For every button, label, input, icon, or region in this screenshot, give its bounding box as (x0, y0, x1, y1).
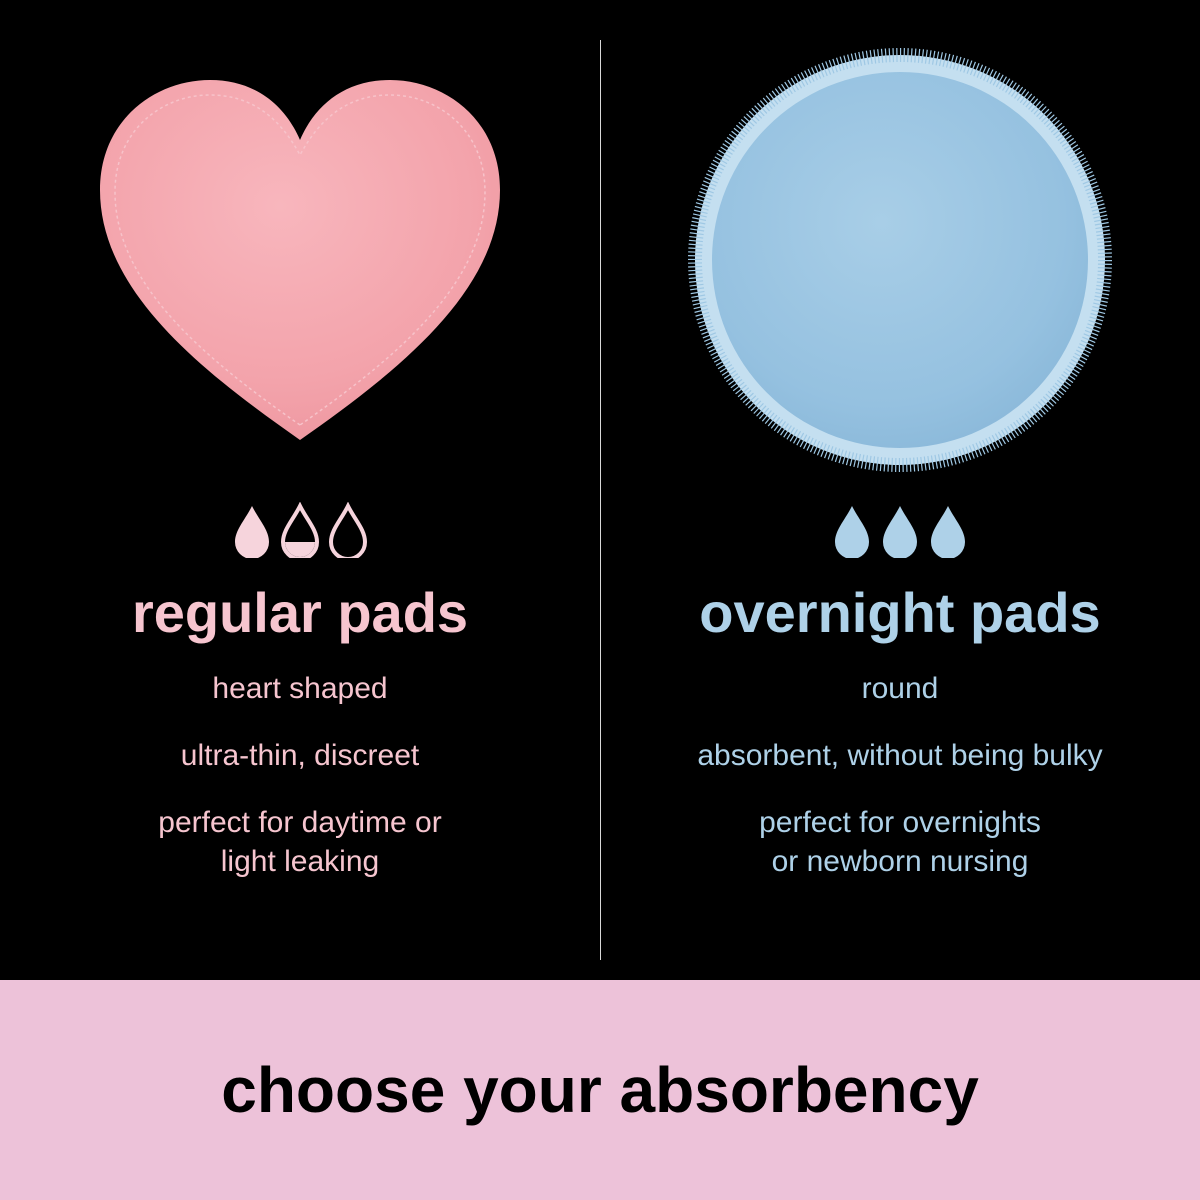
left-feature-0: heart shaped (172, 669, 427, 708)
absorbency-drops-right (831, 500, 969, 560)
footer-text: choose your absorbency (221, 1053, 979, 1127)
right-title: overnight pads (699, 580, 1100, 645)
left-feature-1: ultra-thin, discreet (141, 736, 459, 775)
center-divider (600, 40, 601, 960)
drop-filled-icon (879, 502, 921, 558)
heart-pad-graphic (80, 40, 520, 480)
drop-filled-icon (231, 502, 273, 558)
left-feature-2: perfect for daytime orlight leaking (118, 803, 481, 881)
circle-icon (685, 45, 1115, 475)
right-feature-2: perfect for overnightsor newborn nursing (719, 803, 1081, 881)
absorbency-drops-left (231, 500, 369, 560)
heart-icon (80, 60, 520, 460)
left-column: regular pads heart shaped ultra-thin, di… (0, 0, 600, 980)
footer-banner: choose your absorbency (0, 980, 1200, 1200)
right-feature-0: round (822, 669, 979, 708)
right-feature-1: absorbent, without being bulky (657, 736, 1142, 775)
drop-filled-icon (927, 502, 969, 558)
drop-filled-icon (831, 502, 873, 558)
right-column: overnight pads round absorbent, without … (600, 0, 1200, 980)
circle-pad-graphic (685, 40, 1115, 480)
comparison-panel: regular pads heart shaped ultra-thin, di… (0, 0, 1200, 980)
drop-outline-icon (327, 502, 369, 558)
left-title: regular pads (132, 580, 468, 645)
drop-half-icon (279, 502, 321, 558)
